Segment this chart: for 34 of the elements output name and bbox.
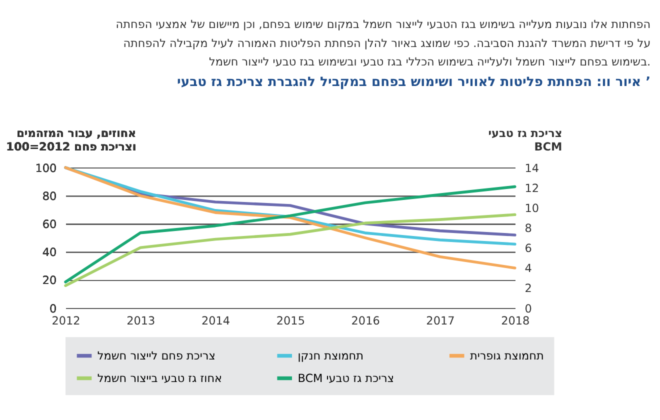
y2-tick-label: 6 — [524, 242, 532, 256]
text: בשימוש בפחם לייצור חשמל ולעלייה בשימוש הכללי בגז טבעי ובשימוש בגז טבעי לייצור חשמל. — [208, 56, 651, 69]
line-series — [64, 166, 516, 270]
y-tick-label: 100 — [35, 162, 57, 175]
y2-tick-label: 0 — [524, 302, 532, 316]
x-tick-label: 2018 — [501, 314, 530, 328]
x-tick-label: 2015 — [276, 314, 305, 328]
y-tick-label: 60 — [42, 218, 57, 231]
y2-tick-label: 4 — [524, 262, 532, 276]
text: על פי דרישת המשרד להגנת הסביבה. כפי שמוצג באיור להלן הפחתת הפליטות האמורה לעיל מקבילה להפחתה — [123, 36, 651, 50]
x-tick-label: 2016 — [351, 314, 380, 328]
y2-tick-label: 8 — [524, 222, 532, 236]
y-tick-label: 40 — [42, 246, 57, 260]
y2-tick-label: 2 — [524, 282, 532, 296]
y2-tick-label: 10 — [524, 202, 540, 215]
text: הפחתות אלו נובעות מעלייה בשימוש בגז הטבעי לייצור חשמל במקום שימוש בפחם, וכן מיישום של אמצעי הפחתה — [116, 18, 651, 32]
x-tick-label: 2017 — [426, 314, 455, 328]
y2-tick-label: 14 — [524, 162, 540, 175]
line-series — [64, 185, 516, 284]
x-tick-label: 2014 — [202, 314, 230, 328]
legend-label: אחוז גז טבעי בייצור חשמל — [97, 372, 222, 385]
x-tick-label: 2012 — [52, 314, 80, 328]
legend-label: צריכת פחם לייצור חשמל — [97, 350, 216, 363]
y-tick-label: 20 — [42, 274, 57, 288]
legend-label: תחמוצת גופרית — [470, 350, 544, 363]
legend-label: תחמוצת חנקן — [298, 350, 364, 363]
line-series — [64, 213, 516, 287]
y-axis-title: אחוזים, עבור המזהמים וצריכת פחם 2012=100 — [6, 127, 136, 154]
x-tick-label: 2013 — [126, 314, 156, 328]
y2-tick-label: 12 — [524, 182, 540, 195]
y-tick-label: 80 — [42, 190, 57, 203]
y-tick-label: 0 — [50, 302, 57, 316]
legend-label: BCM צריכת גז טבעי — [298, 372, 394, 385]
chart-title: איור וו: הפחתת פליטות לאוויר ושימוש בפחם במקביל להגברת צריכת גז טבעי ’ — [177, 75, 651, 90]
